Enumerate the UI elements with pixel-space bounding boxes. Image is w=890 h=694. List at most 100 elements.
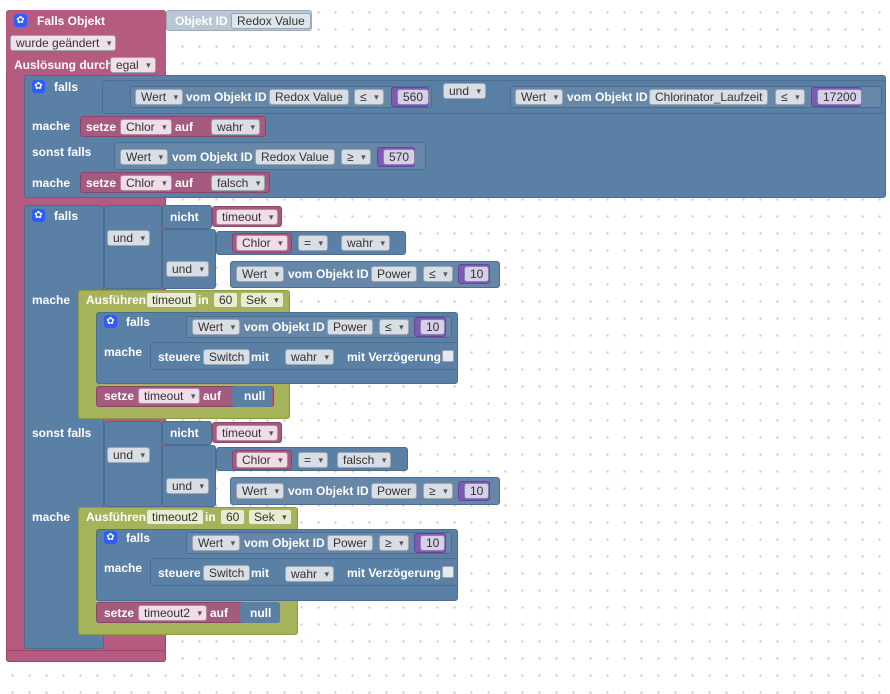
- control-a-delay-checkbox[interactable]: [442, 350, 454, 362]
- if2a-inner-op[interactable]: ≤: [379, 319, 409, 335]
- if2a-vom: vom Objekt ID: [288, 267, 369, 281]
- if2a-not-block[interactable]: [162, 205, 212, 229]
- if2a-object[interactable]: Power: [371, 266, 418, 282]
- if2a-eq-var[interactable]: Chlor: [236, 235, 288, 251]
- gear-icon[interactable]: ✿: [32, 80, 45, 93]
- if2b-inner-wert[interactable]: Wert: [192, 535, 241, 551]
- trigger-ack-dropdown[interactable]: egal: [110, 57, 156, 73]
- timeout-a-var[interactable]: timeout: [146, 292, 198, 308]
- timeout-b-ausfuehren: Ausführen: [86, 510, 146, 524]
- if2a-op[interactable]: ≤: [423, 266, 453, 282]
- if1-elif-vom: vom Objekt ID: [172, 150, 253, 164]
- if1-elif-op[interactable]: ≥: [341, 149, 371, 165]
- if2a-mache-label: mache: [32, 293, 71, 307]
- control-b-delay-checkbox[interactable]: [442, 566, 454, 578]
- if2b-not-var[interactable]: timeout: [216, 425, 279, 441]
- trigger-change-dropdown[interactable]: wurde geändert: [10, 35, 117, 51]
- if1-wert-dropdown-2[interactable]: Wert: [515, 89, 564, 105]
- control-b-device[interactable]: Switch: [203, 565, 251, 581]
- reset-a-null: null: [244, 389, 266, 403]
- if2b-number[interactable]: 10: [464, 483, 490, 499]
- if2b-inner-and[interactable]: [162, 445, 216, 507]
- timeout-a-delay[interactable]: 60: [213, 292, 239, 308]
- if1-elif-set-var[interactable]: Chlor: [120, 175, 172, 191]
- reset-b-var[interactable]: timeout2: [138, 605, 208, 621]
- gear-icon[interactable]: ✿: [104, 531, 117, 544]
- if2a-inner-object[interactable]: Power: [327, 319, 374, 335]
- if1-number-1[interactable]: 560: [397, 89, 430, 105]
- if2b-inner-number[interactable]: 10: [420, 535, 446, 551]
- if1-op-2[interactable]: ≤: [775, 89, 805, 105]
- if2b-mache-label: mache: [32, 510, 71, 524]
- if2a-inner-falls: falls: [126, 315, 151, 329]
- reset-b-setze: setze: [104, 606, 135, 620]
- control-a-device[interactable]: Switch: [203, 349, 251, 365]
- if1-elif-wert[interactable]: Wert: [120, 149, 169, 165]
- control-b-value[interactable]: wahr: [285, 566, 335, 582]
- control-a-value[interactable]: wahr: [285, 349, 335, 365]
- reset-a-null-block: [232, 386, 272, 407]
- timeout-a-in: in: [198, 293, 209, 307]
- reset-b-null-block: [240, 602, 280, 623]
- control-a-steuere: steuere: [158, 350, 201, 364]
- if1-op-1[interactable]: ≤: [354, 89, 384, 105]
- if2a-inner-number[interactable]: 10: [420, 319, 446, 335]
- if2b-object[interactable]: Power: [371, 483, 418, 499]
- if1-set-var[interactable]: Chlor: [120, 119, 172, 135]
- if1-object-2[interactable]: Chlorinator_Laufzeit: [649, 89, 769, 105]
- timeout-a-unit[interactable]: Sek: [240, 292, 284, 308]
- if2a-inner-wert[interactable]: Wert: [192, 319, 241, 335]
- timeout-b-unit[interactable]: Sek: [248, 509, 292, 525]
- timeout-b-delay[interactable]: 60: [220, 509, 246, 525]
- if1-vom-label-2: vom Objekt ID: [567, 90, 648, 104]
- if2b-and-block[interactable]: [104, 421, 162, 507]
- if2a-number[interactable]: 10: [464, 266, 490, 282]
- if1-sonst-falls-label: sonst falls: [32, 145, 92, 159]
- if2b-not-block[interactable]: [162, 421, 212, 445]
- if1-mache2-label: mache: [32, 176, 71, 190]
- if2b-eq-op[interactable]: =: [298, 452, 329, 468]
- if1-elif-auf-label: auf: [175, 176, 193, 190]
- if1-number-2[interactable]: 17200: [817, 89, 863, 105]
- reset-a-var[interactable]: timeout: [138, 388, 201, 404]
- if1-wert-dropdown-1[interactable]: Wert: [135, 89, 184, 105]
- if1-object-1[interactable]: Redox Value: [269, 89, 349, 105]
- if2a-inner-and-dropdown[interactable]: und: [166, 261, 210, 277]
- if2b-inner-op[interactable]: ≥: [379, 535, 409, 551]
- timeout-a-ausfuehren: Ausführen: [86, 293, 146, 307]
- if2a-inner-mache: mache: [104, 345, 143, 359]
- gear-icon[interactable]: ✿: [32, 209, 45, 222]
- reset-a-setze: setze: [104, 389, 135, 403]
- trigger-object-id-value[interactable]: Redox Value: [231, 13, 311, 29]
- if2b-eq-var[interactable]: Chlor: [236, 452, 288, 468]
- if2a-eq-value[interactable]: wahr: [341, 235, 391, 251]
- if2a-inner-and[interactable]: [162, 229, 216, 289]
- if2a-and-block[interactable]: [104, 205, 162, 289]
- if1-elif-number[interactable]: 570: [383, 149, 416, 165]
- if2a-eq-op[interactable]: =: [298, 235, 329, 251]
- if2b-inner-and-dropdown[interactable]: und: [166, 478, 210, 494]
- if2b-inner-object[interactable]: Power: [327, 535, 374, 551]
- if1-elif-object[interactable]: Redox Value: [255, 149, 335, 165]
- control-b-mit: mit: [251, 566, 269, 580]
- if2a-wert[interactable]: Wert: [236, 266, 285, 282]
- if2b-and-dropdown[interactable]: und: [107, 447, 151, 463]
- if2b-eq-value[interactable]: falsch: [337, 452, 392, 468]
- trigger-ack-label: Auslösung durch: [14, 58, 113, 72]
- if2b-sonst-falls-label: sonst falls: [32, 426, 92, 440]
- if1-and-dropdown[interactable]: und: [443, 83, 487, 99]
- if1-elif-set-value[interactable]: falsch: [211, 175, 266, 191]
- if2b-inner-mache: mache: [104, 561, 143, 575]
- if1-set-value[interactable]: wahr: [211, 119, 261, 135]
- if2-falls-label: falls: [54, 209, 79, 223]
- gear-icon[interactable]: ✿: [104, 315, 117, 328]
- if2b-op[interactable]: ≥: [423, 483, 453, 499]
- if2b-vom: vom Objekt ID: [288, 484, 369, 498]
- if2a-and-dropdown[interactable]: und: [107, 230, 151, 246]
- timeout-b-var[interactable]: timeout2: [146, 509, 205, 525]
- gear-icon[interactable]: ✿: [14, 14, 27, 27]
- if2a-not-var[interactable]: timeout: [216, 209, 279, 225]
- trigger-title: Falls Objekt: [37, 14, 106, 28]
- if2b-wert[interactable]: Wert: [236, 483, 285, 499]
- control-a-mit: mit: [251, 350, 269, 364]
